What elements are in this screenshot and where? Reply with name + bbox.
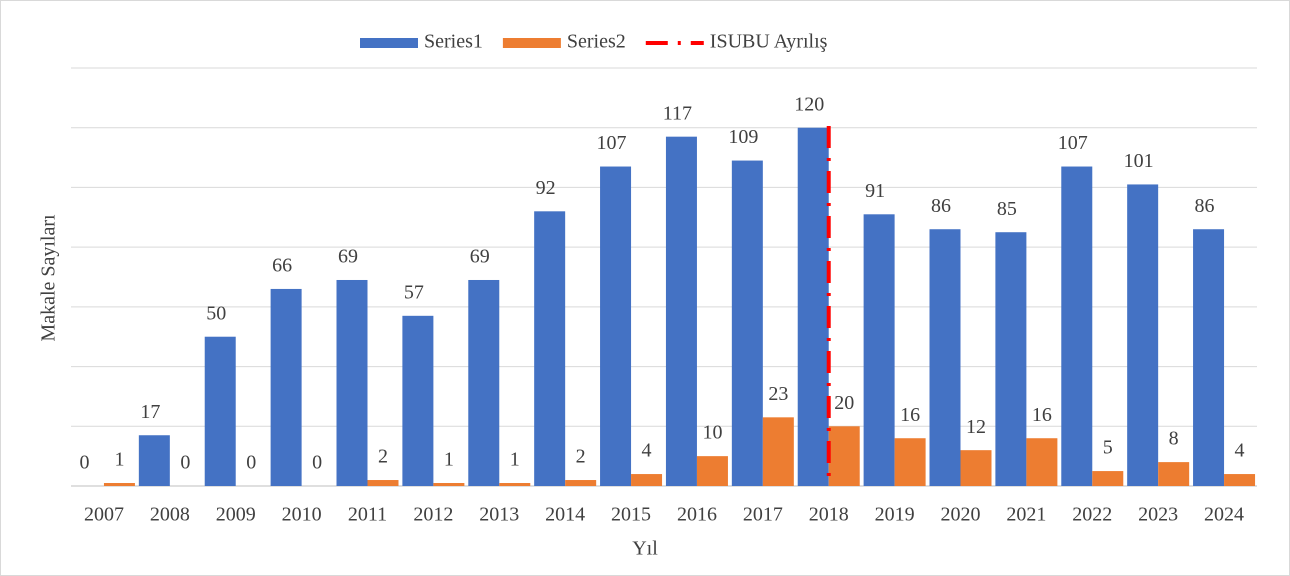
bar — [1026, 438, 1058, 486]
x-tick-label: 2007 — [84, 504, 124, 526]
legend-label: Series1 — [424, 31, 483, 53]
bar — [1193, 229, 1225, 486]
x-tick-label: 2023 — [1138, 504, 1178, 526]
x-tick-label: 2009 — [216, 504, 256, 526]
data-label: 109 — [728, 126, 758, 148]
data-label: 17 — [140, 401, 160, 423]
x-tick-label: 2011 — [348, 504, 387, 526]
bar — [402, 315, 434, 486]
bar — [1158, 462, 1190, 486]
data-label: 2 — [378, 446, 388, 468]
bar — [468, 279, 500, 486]
data-label: 0 — [312, 452, 322, 474]
x-tick-label: 2020 — [941, 504, 981, 526]
legend-label: Series2 — [567, 31, 626, 53]
bar — [433, 483, 465, 486]
bar — [731, 160, 763, 487]
data-label: 66 — [272, 255, 292, 277]
bar — [270, 288, 302, 486]
bar — [103, 483, 135, 486]
data-label: 0 — [79, 452, 89, 474]
bar — [600, 166, 632, 486]
bar — [1092, 471, 1124, 486]
legend-swatch — [502, 38, 561, 48]
x-tick-label: 2021 — [1006, 504, 1046, 526]
x-tick-label: 2010 — [282, 504, 322, 526]
data-label: 120 — [794, 93, 824, 115]
data-label: 101 — [1124, 150, 1154, 172]
x-axis-label: Yıl — [632, 538, 658, 560]
bar — [367, 480, 399, 486]
bar — [863, 214, 895, 487]
data-label: 2 — [576, 446, 586, 468]
data-label: 10 — [702, 422, 722, 444]
data-label: 23 — [768, 383, 788, 405]
data-label: 86 — [1195, 195, 1215, 217]
bar — [565, 480, 597, 486]
data-label: 0 — [180, 452, 190, 474]
data-label: 107 — [597, 132, 627, 154]
x-tick-label: 2008 — [150, 504, 190, 526]
data-label: 5 — [1103, 437, 1113, 459]
x-tick-label: 2012 — [413, 504, 453, 526]
data-label: 4 — [642, 440, 652, 462]
data-label: 91 — [865, 180, 885, 202]
bar — [995, 232, 1027, 486]
bar — [138, 435, 170, 486]
x-tick-label: 2013 — [479, 504, 519, 526]
bar — [534, 211, 566, 487]
data-label: 0 — [246, 452, 256, 474]
data-label: 1 — [114, 449, 124, 471]
bar — [204, 336, 236, 486]
bar — [762, 417, 794, 486]
x-tick-label: 2018 — [809, 504, 849, 526]
bar — [665, 136, 697, 486]
legend-swatch — [360, 38, 418, 48]
data-label: 85 — [997, 198, 1017, 220]
data-label: 16 — [1032, 404, 1052, 426]
data-label: 1 — [510, 449, 520, 471]
x-tick-label: 2016 — [677, 504, 717, 526]
data-label: 50 — [206, 302, 226, 324]
data-label: 69 — [338, 246, 358, 268]
bar — [1127, 184, 1159, 486]
bar — [797, 127, 829, 486]
y-axis-label: Makale Sayıları — [38, 214, 60, 342]
data-label: 69 — [470, 246, 490, 268]
bar — [336, 279, 368, 486]
data-label: 92 — [536, 177, 556, 199]
data-label: 117 — [663, 102, 692, 124]
x-tick-label: 2014 — [545, 504, 585, 526]
x-tick-label: 2022 — [1072, 504, 1112, 526]
bar — [1061, 166, 1093, 486]
bar — [828, 426, 860, 486]
bar — [631, 474, 663, 486]
x-tick-label: 2024 — [1204, 504, 1244, 526]
data-label: 57 — [404, 281, 424, 303]
data-label: 12 — [966, 416, 986, 438]
data-label: 1 — [444, 449, 454, 471]
data-label: 8 — [1169, 428, 1179, 450]
data-label: 20 — [834, 392, 854, 414]
bar — [499, 483, 531, 486]
x-tick-label: 2017 — [743, 504, 783, 526]
x-tick-label: 2019 — [875, 504, 915, 526]
data-label: 16 — [900, 404, 920, 426]
x-tick-label: 2015 — [611, 504, 651, 526]
bar — [696, 456, 728, 486]
bar — [960, 450, 992, 486]
data-label: 107 — [1058, 132, 1088, 154]
bar — [1224, 474, 1256, 486]
bar — [929, 229, 961, 486]
data-label: 86 — [931, 195, 951, 217]
bar — [894, 438, 926, 486]
data-label: 4 — [1235, 440, 1245, 462]
legend-label: ISUBU Ayrılış — [710, 31, 828, 53]
